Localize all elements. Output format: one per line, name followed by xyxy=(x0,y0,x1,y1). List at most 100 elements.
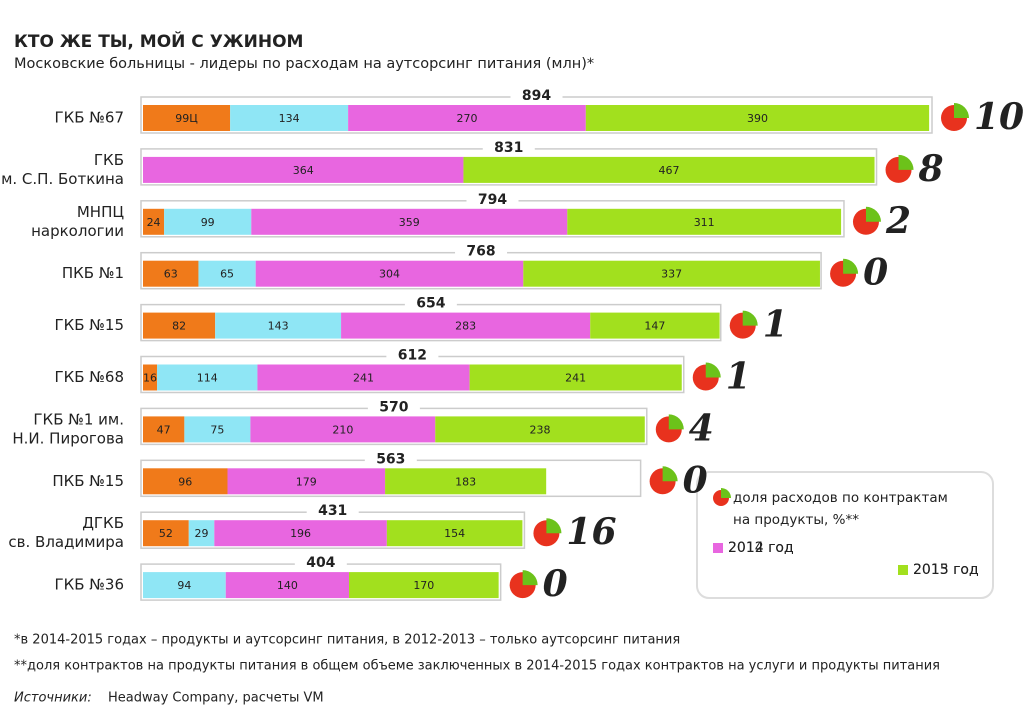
bar-segment xyxy=(348,572,499,599)
category-label: ГКБ №67 xyxy=(54,109,124,127)
category-label: им. С.П. Боткина xyxy=(0,170,124,188)
total-tab xyxy=(455,244,508,259)
total-label: 654 xyxy=(416,296,445,312)
bar-segment xyxy=(214,520,387,547)
bar-segment xyxy=(463,156,875,183)
bar-segment xyxy=(157,364,258,391)
segment-label: 238 xyxy=(530,423,551,436)
segment-label: 96 xyxy=(178,475,192,488)
bar-segment xyxy=(225,572,349,599)
segment-label: 196 xyxy=(290,527,311,540)
segment-label: 63 xyxy=(164,268,178,281)
segment-label: 134 xyxy=(279,112,300,125)
segment-label: 241 xyxy=(565,372,586,385)
segment-label: 82 xyxy=(172,320,186,333)
segment-label: 114 xyxy=(197,372,218,385)
pie-icon-wedge xyxy=(705,362,721,378)
segment-label: 311 xyxy=(694,216,715,229)
source: Headway Company, расчеты VM xyxy=(108,691,324,706)
total-tab xyxy=(386,348,439,363)
pie-icon-wedge xyxy=(742,310,758,326)
segment-label: 147 xyxy=(644,320,665,333)
category-label: Н.И. Пирогова xyxy=(12,429,124,447)
bar-segment xyxy=(143,156,464,183)
total-label: 612 xyxy=(398,348,427,364)
source-label: Источники: xyxy=(14,691,92,706)
share-label: 4 xyxy=(689,407,714,449)
bar-segment xyxy=(143,520,189,547)
segment-label: 94 xyxy=(177,579,191,592)
total-tab xyxy=(510,89,563,103)
bar-segment xyxy=(469,364,682,391)
pie-icon-wedge xyxy=(721,488,731,498)
pie-icon-wedge xyxy=(662,466,678,482)
category-label: ГКБ №15 xyxy=(54,316,124,334)
bar-segment xyxy=(184,416,251,443)
segment-label: 47 xyxy=(157,423,171,436)
legend-label: 2015 год xyxy=(913,562,979,578)
bar-segment xyxy=(164,208,252,235)
category-label: ГКБ №36 xyxy=(54,576,124,594)
share-label: 16 xyxy=(566,511,616,553)
total-label: 894 xyxy=(522,88,551,104)
total-tab xyxy=(482,140,535,155)
category-label: ДГКБ xyxy=(82,514,124,532)
legend-label: 2014 год xyxy=(728,540,794,556)
total-label: 831 xyxy=(494,140,523,156)
segment-label: 75 xyxy=(210,423,224,436)
share-label: 1 xyxy=(726,356,751,398)
total-label: 563 xyxy=(376,451,405,467)
bar-segment xyxy=(435,416,645,443)
pie-icon-wedge xyxy=(843,258,859,274)
bar-segment xyxy=(386,520,523,547)
bar-segment xyxy=(143,416,185,443)
share-label: 0 xyxy=(683,459,708,501)
segment-label: 143 xyxy=(268,320,289,333)
category-label: МНПЦ xyxy=(77,203,125,221)
segment-label: 337 xyxy=(661,268,682,281)
segment-label: 99Ц xyxy=(175,112,198,125)
legend-swatch xyxy=(898,565,908,575)
share-label: 10 xyxy=(974,96,1024,138)
segment-label: 154 xyxy=(444,527,465,540)
segment-label: 270 xyxy=(456,112,477,125)
segment-label: 99 xyxy=(201,216,215,229)
chart-subtitle: Московские больницы - лидеры по расходам… xyxy=(14,56,594,72)
bar-segment xyxy=(215,312,342,339)
bar-segment xyxy=(348,105,586,131)
pie-icon-wedge xyxy=(522,570,538,586)
bar-segment xyxy=(257,364,470,391)
segment-label: 210 xyxy=(332,423,353,436)
segment-label: 283 xyxy=(455,320,476,333)
segment-label: 179 xyxy=(296,475,317,488)
bar-segment xyxy=(143,572,226,599)
pie-icon-wedge xyxy=(546,518,562,534)
bar-segment xyxy=(250,416,436,443)
share-label: 0 xyxy=(543,563,568,605)
bar-segment xyxy=(188,520,215,547)
share-label: 1 xyxy=(763,304,788,346)
share-label: 0 xyxy=(863,252,888,294)
pie-icon-wedge xyxy=(954,103,969,118)
category-label: наркологии xyxy=(31,222,124,240)
total-tab xyxy=(466,192,519,207)
total-label: 431 xyxy=(318,503,347,519)
category-label: ГКБ №1 им. xyxy=(33,410,124,428)
bar-segment xyxy=(143,105,231,131)
pie-icon-wedge xyxy=(668,414,684,430)
segment-label: 170 xyxy=(413,579,434,592)
bar-segment xyxy=(230,105,349,131)
bar-segment xyxy=(227,468,386,495)
bar-segment xyxy=(585,105,930,131)
legend-box xyxy=(696,471,994,599)
total-tab xyxy=(306,504,359,519)
segment-label: 52 xyxy=(159,527,173,540)
segment-label: 467 xyxy=(658,164,679,177)
footnote: **доля контрактов на продукты питания в … xyxy=(14,659,940,674)
chart-title: КТО ЖЕ ТЫ, МОЙ С УЖИНОМ xyxy=(14,30,303,52)
segment-label: 390 xyxy=(747,112,768,125)
segment-label: 65 xyxy=(220,268,234,281)
total-tab xyxy=(364,452,417,467)
legend-share: доля расходов по контрактам на продукты, … xyxy=(733,490,948,528)
bar-segment xyxy=(143,260,199,287)
